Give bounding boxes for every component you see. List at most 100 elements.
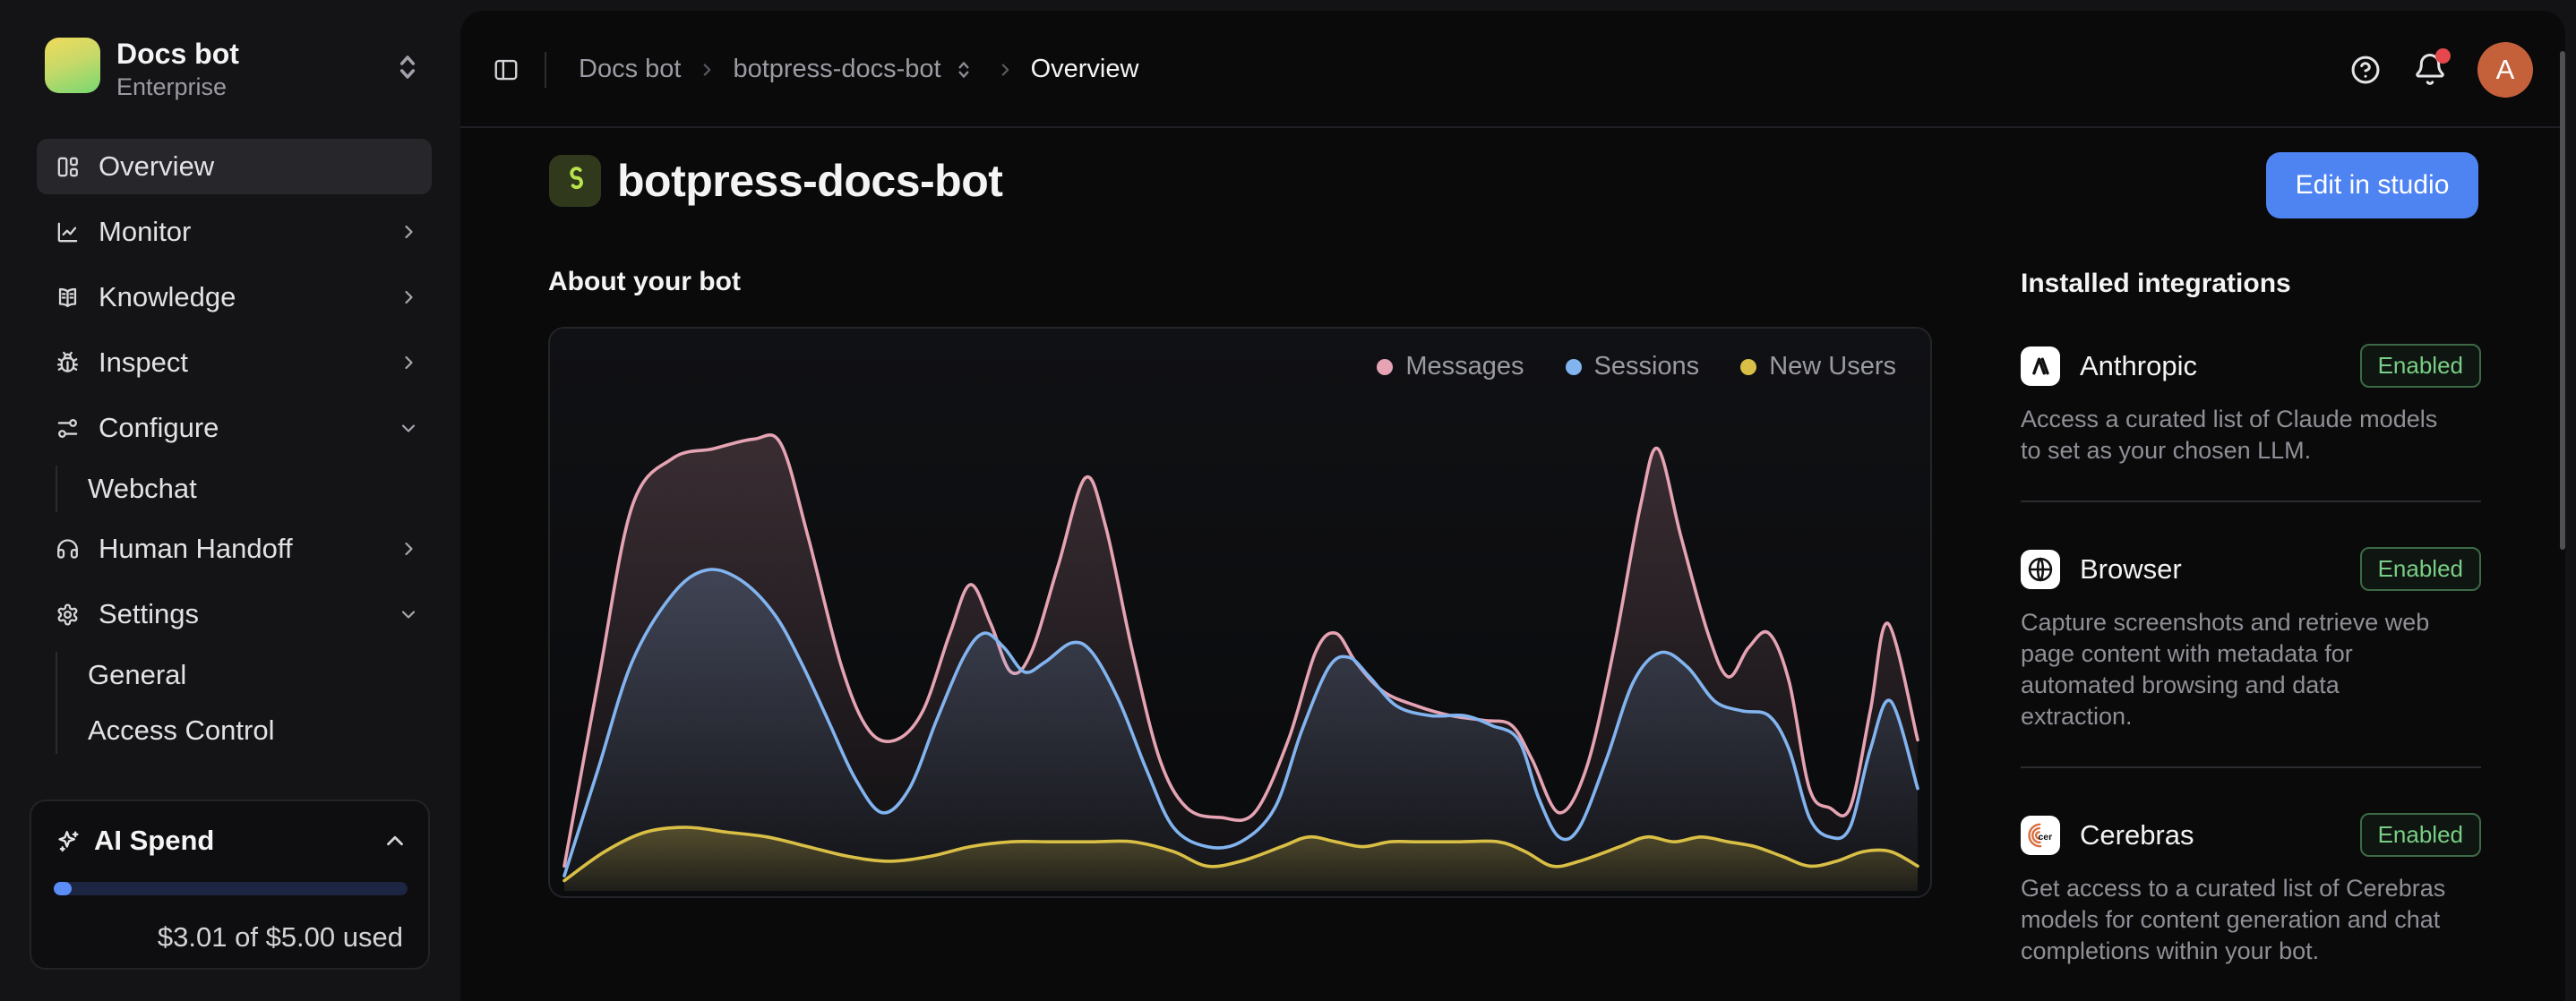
sidebar-item-label: Webchat — [88, 473, 197, 504]
sidebar-subgroup: General Access Control — [56, 652, 432, 754]
help-icon[interactable] — [2348, 53, 2383, 87]
chevron-right-icon — [398, 287, 419, 308]
legend-new-users: New Users — [1740, 352, 1896, 381]
breadcrumb-page: Overview — [1030, 55, 1139, 83]
breadcrumb-workspace[interactable]: Docs bot — [579, 55, 682, 83]
browser-globe-logo — [2021, 549, 2060, 589]
integration-browser[interactable]: Browser Enabled Capture screenshots and re… — [2021, 547, 2481, 768]
installed-integrations: Installed integrations Anthropic Enabled A… — [2021, 269, 2481, 1001]
workspace-name: Docs bot — [116, 38, 239, 70]
book-open-icon — [55, 285, 81, 311]
sidebar-item-inspect[interactable]: Inspect — [37, 335, 432, 390]
topbar: Docs bot botpress-docs-bot Overview A — [460, 11, 2565, 128]
sparkles-icon — [55, 827, 82, 854]
workspace-switcher[interactable]: Docs bot Enterprise — [0, 0, 460, 125]
integration-description: Access a curated list of Claude models to… — [2021, 406, 2438, 464]
chart-legend: Messages Sessions New Users — [1377, 352, 1896, 381]
legend-label: Messages — [1405, 352, 1524, 381]
enabled-badge: Enabled — [2359, 344, 2481, 388]
main-panel: Docs bot botpress-docs-bot Overview A bo… — [460, 11, 2565, 1001]
area-new-users — [564, 827, 1918, 891]
sliders-icon — [55, 415, 81, 441]
notification-dot — [2435, 47, 2451, 64]
chart-line-icon — [55, 219, 81, 245]
sidebar-item-access-control[interactable]: Access Control — [57, 707, 432, 754]
sidebar-item-general[interactable]: General — [57, 652, 432, 698]
line-sessions — [562, 568, 1919, 877]
avatar[interactable]: A — [2477, 41, 2533, 98]
edit-in-studio-button[interactable]: Edit in studio — [2266, 152, 2478, 218]
chevrons-up-down-icon[interactable] — [952, 58, 975, 81]
cerebras-logo: cer — [2021, 815, 2060, 855]
bot-logo-icon — [549, 155, 601, 207]
sidebar-nav: Overview Monitor Knowledge Inspect Configure… — [0, 139, 460, 763]
chevron-right-icon — [398, 352, 419, 373]
bug-icon — [55, 350, 81, 376]
bell-icon[interactable] — [2413, 47, 2451, 87]
ai-spend-card: AI Spend $3.01 of $5.00 used — [30, 800, 430, 970]
sidebar-item-webchat[interactable]: Webchat — [57, 466, 432, 512]
integration-divider — [2021, 766, 2481, 768]
sidebar-item-label: Knowledge — [99, 281, 236, 312]
sidebar-item-monitor[interactable]: Monitor — [37, 204, 432, 260]
integration-name: Cerebras — [2080, 818, 2194, 851]
sidebar-item-label: General — [88, 659, 187, 690]
ai-spend-progressbar — [54, 882, 408, 895]
sidebar-toggle-icon[interactable] — [493, 56, 519, 83]
chevron-down-icon — [398, 417, 419, 439]
integration-description: Capture screenshots and retrieve web page… — [2021, 609, 2430, 730]
sidebar-item-settings[interactable]: Settings — [37, 586, 432, 642]
integration-anthropic[interactable]: Anthropic Enabled Access a curated list of… — [2021, 344, 2481, 502]
sidebar-item-human-handoff[interactable]: Human Handoff — [37, 521, 432, 577]
svg-text:cer: cer — [2038, 833, 2052, 843]
bell-glyph — [2413, 53, 2447, 87]
integrations-heading: Installed integrations — [2021, 269, 2291, 298]
area-messages — [564, 434, 1918, 891]
enabled-badge: Enabled — [2359, 547, 2481, 591]
area-sessions — [564, 569, 1918, 891]
chevron-down-icon — [398, 603, 419, 625]
chevron-right-icon — [398, 221, 419, 243]
integration-name: Anthropic — [2080, 349, 2197, 381]
layout-dashboard-icon — [55, 154, 81, 180]
line-new-users — [562, 826, 1919, 883]
sidebar-subgroup: Webchat — [56, 466, 432, 512]
scrollbar-thumb[interactable] — [2560, 51, 2565, 550]
workspace-plan: Enterprise — [116, 73, 228, 100]
legend-label: Sessions — [1593, 352, 1700, 381]
chevron-right-icon — [995, 60, 1015, 80]
integration-description: Get access to a curated list of Cerebras… — [2021, 875, 2446, 964]
chevron-up-icon[interactable] — [382, 827, 408, 854]
sidebar-item-knowledge[interactable]: Knowledge — [37, 270, 432, 325]
enabled-badge: Enabled — [2359, 813, 2481, 857]
integration-name: Browser — [2080, 552, 2182, 585]
sidebar-item-label: Settings — [99, 598, 200, 629]
sidebar-item-label: Configure — [99, 412, 219, 443]
breadcrumb-bot[interactable]: botpress-docs-bot — [733, 55, 941, 83]
bot-usage-chart-panel: Messages Sessions New Users — [548, 327, 1932, 898]
about-heading: About your bot — [548, 267, 741, 296]
page-title: botpress-docs-bot — [617, 156, 1003, 206]
topbar-divider — [545, 51, 546, 88]
sidebar-item-configure[interactable]: Configure — [37, 400, 432, 456]
sidebar-item-overview[interactable]: Overview — [37, 139, 432, 194]
sidebar-item-label: Access Control — [88, 714, 275, 746]
integration-divider — [2021, 500, 2481, 502]
legend-dot-icon — [1377, 358, 1394, 375]
legend-dot-icon — [1565, 358, 1582, 375]
ai-spend-usage-text: $3.01 of $5.00 used — [157, 921, 403, 953]
legend-messages: Messages — [1377, 352, 1524, 381]
legend-dot-icon — [1740, 358, 1757, 375]
sidebar: Docs bot Enterprise Overview Monitor Knowl… — [0, 0, 460, 1001]
ai-spend-progress-fill — [54, 882, 72, 895]
chevron-right-icon — [398, 538, 419, 560]
legend-label: New Users — [1769, 352, 1896, 381]
sidebar-item-label: Overview — [99, 150, 215, 182]
workspace-logo — [45, 38, 100, 93]
ai-spend-label: AI Spend — [94, 825, 215, 856]
line-messages — [562, 433, 1919, 868]
legend-sessions: Sessions — [1565, 352, 1700, 381]
integration-cerebras[interactable]: cer Cerebras Enabled Get access to a curate… — [2021, 813, 2481, 1001]
sidebar-item-label: Human Handoff — [99, 533, 293, 564]
